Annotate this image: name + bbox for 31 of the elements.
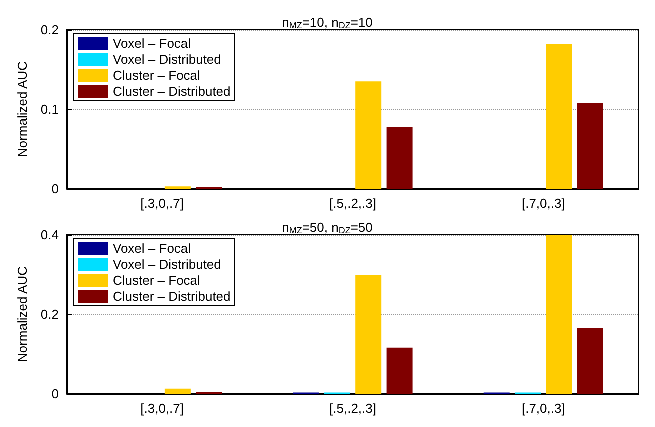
bar (577, 103, 604, 189)
bar (164, 388, 191, 394)
x-tick-label: [.3,0,.7] (140, 401, 184, 416)
legend-label: Voxel – Distributed (113, 52, 222, 67)
legend-label: Cluster – Distributed (113, 289, 231, 304)
legend-label: Voxel – Focal (113, 36, 192, 51)
y-tick-label: 0.2 (40, 307, 59, 322)
x-tick-label: [.5,.2,.3] (330, 196, 376, 211)
bar (356, 82, 382, 189)
legend-label: Cluster – Focal (113, 68, 201, 83)
bar (386, 126, 413, 189)
y-axis-title: Normalized AUC (15, 61, 30, 158)
bar (386, 348, 413, 394)
bar (546, 235, 572, 394)
legend-label: Voxel – Focal (113, 241, 192, 256)
y-tick-label: 0 (52, 182, 59, 196)
y-tick-label: 0.1 (40, 102, 59, 117)
bar (577, 328, 604, 394)
x-tick-label: [.7,0,.3] (522, 196, 566, 211)
x-tick-label: [.3,0,.7] (140, 196, 184, 211)
y-tick-label: 0.2 (40, 22, 59, 38)
y-axis-title: Normalized AUC (15, 266, 30, 363)
y-tick-label: 0.4 (40, 228, 59, 242)
legend-label: Cluster – Distributed (113, 84, 231, 99)
bar (356, 276, 382, 394)
bar (546, 44, 572, 189)
legend-label: Cluster – Focal (113, 273, 201, 288)
y-tick-label: 0 (52, 386, 59, 402)
x-tick-label: [.7,0,.3] (522, 401, 566, 416)
legend-label: Voxel – Distributed (113, 257, 222, 272)
x-tick-label: [.5,.2,.3] (330, 401, 376, 416)
